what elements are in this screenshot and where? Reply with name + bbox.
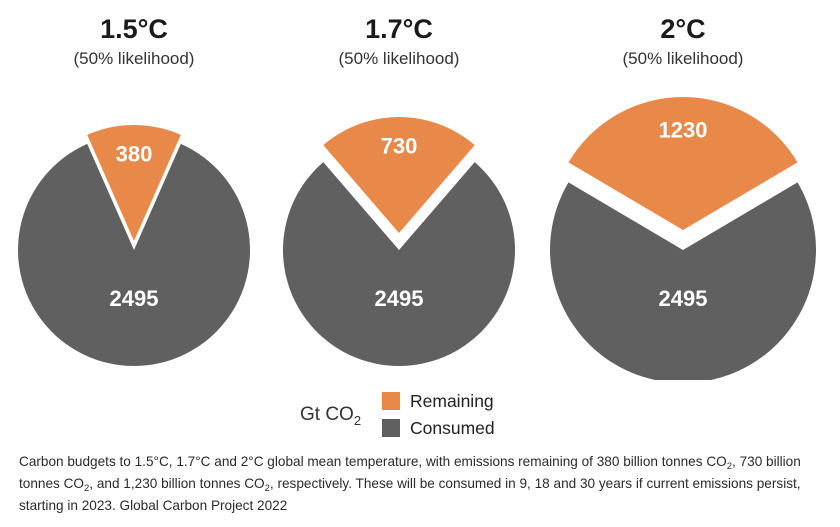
pie-subtitle-3: (50% likelihood) (623, 49, 744, 68)
label-consumed-2: 2495 (375, 286, 424, 311)
slice-consumed-2 (283, 162, 515, 366)
slice-remaining-3 (568, 97, 798, 231)
legend-swatch-remaining (382, 392, 400, 410)
legend-unit: Gt CO2 (300, 404, 362, 428)
legend-item-consumed: Consumed (382, 417, 495, 439)
label-remaining-1: 380 (116, 141, 153, 166)
pie-subtitle-2: (50% likelihood) (339, 49, 460, 68)
pie-title-1: 1.5°C (100, 14, 168, 44)
label-consumed-1: 2495 (110, 286, 159, 311)
legend-label-remaining: Remaining (410, 390, 494, 411)
legend-item-remaining: Remaining (382, 390, 494, 412)
legend-swatch-consumed (382, 419, 400, 437)
label-consumed-3: 2495 (659, 286, 708, 311)
slice-consumed-3 (550, 182, 816, 380)
pie-title-2: 1.7°C (365, 14, 433, 44)
caption: Carbon budgets to 1.5°C, 1.7°C and 2°C g… (19, 454, 801, 513)
slice-remaining-2 (323, 116, 475, 233)
label-remaining-2: 730 (381, 133, 418, 158)
legend-label-consumed: Consumed (410, 417, 495, 438)
pie-title-3: 2°C (660, 14, 705, 44)
slice-consumed-1 (17, 143, 250, 367)
legend: Gt CO2 Remaining Consumed (300, 388, 540, 440)
label-remaining-3: 1230 (659, 118, 708, 143)
slice-remaining-1 (87, 125, 181, 241)
pie-subtitle-1: (50% likelihood) (74, 49, 195, 68)
pie-charts: 1.5°C (50% likelihood) 380 2495 1.7°C (50% li… (17, 14, 816, 380)
